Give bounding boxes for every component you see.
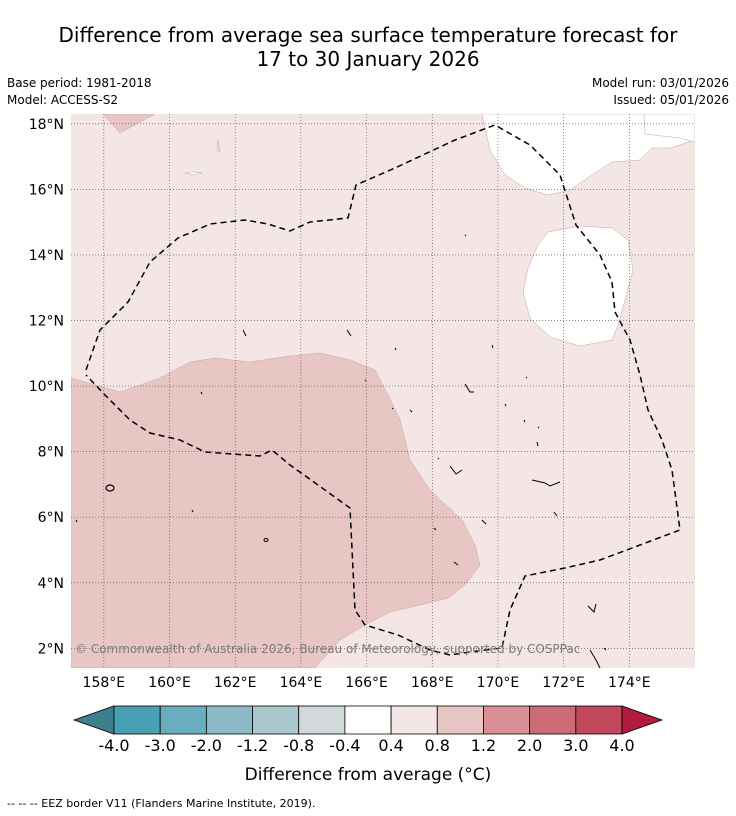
copyright-text: © Commonwealth of Australia 2026, Bureau…	[75, 642, 580, 656]
map-fills: © Commonwealth of Australia 2026, Bureau…	[71, 114, 695, 668]
colorbar-extend-low	[72, 705, 115, 735]
anomaly-region-pink	[71, 352, 481, 668]
longitude-tick-label: 172°E	[542, 675, 585, 691]
longitude-tick-label: 168°E	[411, 675, 454, 691]
title-line-1: Difference from average sea surface temp…	[58, 23, 678, 47]
atoll-marks	[75, 234, 607, 668]
colorbar-tick-label: 1.2	[471, 736, 496, 755]
latitude-tick-label: 12°N	[29, 314, 64, 330]
colorbar-tick-label: -1.2	[237, 736, 268, 755]
graticule	[71, 114, 695, 668]
island-outline	[263, 538, 269, 542]
longitude-tick-label: 170°E	[477, 675, 520, 691]
longitude-tick-label: 158°E	[83, 675, 126, 691]
latitude-tick-label: 2°N	[38, 641, 64, 657]
colorbar-tick-label: -0.4	[329, 736, 360, 755]
eez-border	[85, 124, 681, 656]
longitude-tick-label: 162°E	[214, 675, 257, 691]
colorbar-segment	[436, 705, 484, 735]
colorbar-segment	[390, 705, 438, 735]
colorbar-tick-label: 2.0	[517, 736, 542, 755]
colorbar-segment	[483, 705, 531, 735]
model-run: Model run: 03/01/2026	[591, 76, 729, 90]
latitude-tick-label: 4°N	[38, 576, 64, 592]
colorbar-tick-label: 4.0	[609, 736, 634, 755]
island-outline	[105, 484, 115, 492]
title-line-2: 17 to 30 January 2026	[256, 47, 480, 71]
island-outline	[216, 139, 221, 153]
colorbar-segment	[252, 705, 300, 735]
latitude-tick-label: 8°N	[38, 445, 64, 461]
base-period: Base period: 1981-2018	[7, 76, 152, 90]
longitude-tick-label: 164°E	[280, 675, 323, 691]
colorbar-tick-label: -0.8	[283, 736, 314, 755]
neutral-region-east	[522, 225, 634, 347]
issued-date: Issued: 05/01/2026	[613, 93, 729, 107]
colorbar-title: Difference from average (°C)	[245, 765, 492, 785]
colorbar-tick-label: -2.0	[191, 736, 222, 755]
longitude-labels: 158°E 160°E 162°E 164°E 166°E 168°E 170°E 172°E…	[83, 675, 651, 691]
colorbar-tick-label: 0.8	[425, 736, 450, 755]
colorbar-segment	[529, 705, 577, 735]
colorbar	[72, 705, 664, 735]
colorbar-segment	[575, 705, 623, 735]
latitude-tick-label: 6°N	[38, 510, 64, 526]
longitude-tick-label: 160°E	[148, 675, 191, 691]
colorbar-segment	[344, 705, 392, 735]
colorbar-extend-high	[621, 705, 664, 735]
colorbar-segment	[205, 705, 253, 735]
longitude-tick-label: 166°E	[345, 675, 388, 691]
neutral-patch-northeast	[643, 114, 695, 143]
colorbar-tick-label: -3.0	[145, 736, 176, 755]
latitude-tick-label: 16°N	[29, 182, 64, 198]
latitude-tick-label: 10°N	[29, 379, 64, 395]
colorbar-segment	[159, 705, 207, 735]
neutral-region-north	[481, 114, 695, 196]
latitude-tick-label: 14°N	[29, 248, 64, 264]
latitude-labels: 18°N 16°N 14°N 12°N 10°N 8°N 6°N 4°N 2°N	[29, 117, 64, 657]
anomaly-patch-topleft	[102, 114, 156, 134]
colorbar-tick-label: 3.0	[563, 736, 588, 755]
eez-legend-note: -- -- -- EEZ border V11 (Flanders Marine…	[7, 797, 316, 810]
colorbar-tick-label: -4.0	[98, 736, 129, 755]
longitude-tick-label: 174°E	[608, 675, 651, 691]
island-outline	[184, 171, 203, 176]
colorbar-segment	[298, 705, 346, 735]
colorbar-tick-labels: -4.0 -3.0 -2.0 -1.2 -0.8 -0.4 0.4 0.8 1.2 2.0 3.0 4…	[98, 736, 634, 755]
latitude-tick-label: 18°N	[29, 117, 64, 133]
colorbar-segment	[113, 705, 161, 735]
model-name: Model: ACCESS-S2	[7, 93, 119, 107]
colorbar-tick-label: 0.4	[378, 736, 403, 755]
